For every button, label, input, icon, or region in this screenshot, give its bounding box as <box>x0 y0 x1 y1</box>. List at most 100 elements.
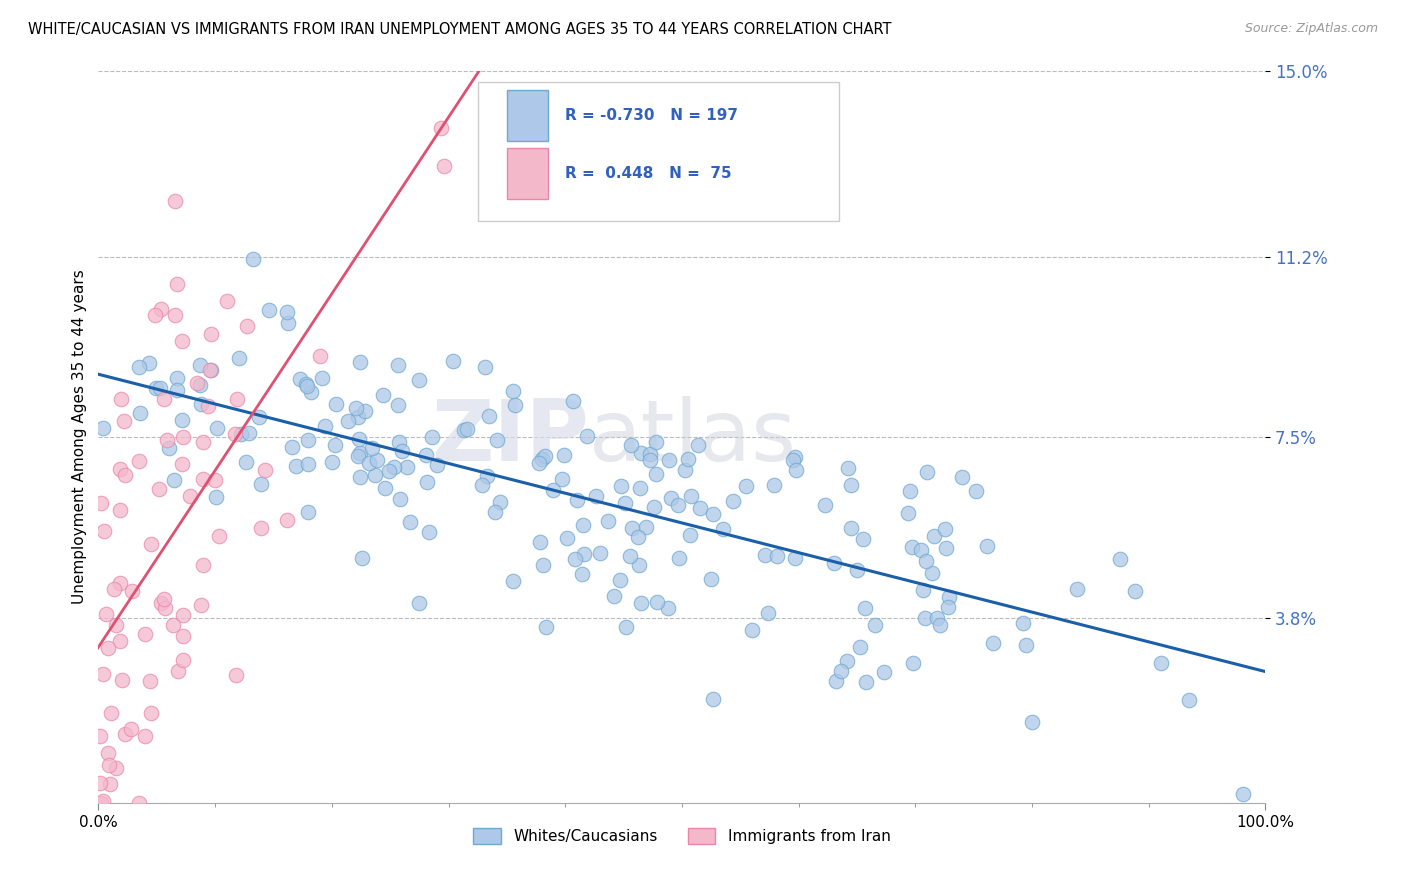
Point <box>657 601 679 615</box>
Point <box>853 600 876 615</box>
Point <box>170 457 193 471</box>
Point <box>484 505 506 519</box>
Point <box>217 294 239 309</box>
Point <box>456 422 478 436</box>
Point <box>936 600 959 615</box>
Point <box>638 453 661 467</box>
Point <box>354 404 377 418</box>
Point <box>200 363 222 377</box>
Point <box>153 600 176 615</box>
Point <box>108 461 131 475</box>
Point <box>128 359 150 374</box>
Point <box>166 371 188 385</box>
Point <box>188 359 211 373</box>
Text: R =  0.448   N =  75: R = 0.448 N = 75 <box>565 166 733 181</box>
Point <box>225 667 247 681</box>
Point <box>153 392 176 407</box>
Point <box>325 397 347 411</box>
Point <box>711 522 734 536</box>
Point <box>638 447 661 461</box>
Point <box>374 481 396 495</box>
Point <box>200 363 222 377</box>
Point <box>609 573 631 587</box>
Point <box>763 477 786 491</box>
Point <box>162 618 184 632</box>
Point <box>188 377 211 392</box>
Point <box>129 406 152 420</box>
Point <box>257 302 280 317</box>
Point <box>643 500 665 514</box>
Point <box>766 549 789 563</box>
Point <box>700 572 723 586</box>
Point <box>110 392 132 407</box>
Point <box>502 384 524 399</box>
Point <box>236 318 259 333</box>
Text: atlas: atlas <box>589 395 797 479</box>
Point <box>645 595 668 609</box>
Point <box>636 520 658 534</box>
Point <box>250 477 273 491</box>
Point <box>120 723 142 737</box>
Point <box>110 634 132 648</box>
Point <box>366 452 388 467</box>
Legend: Whites/Caucasians, Immigrants from Iran: Whites/Caucasians, Immigrants from Iran <box>467 822 897 850</box>
Point <box>474 359 496 374</box>
Point <box>485 434 508 448</box>
Point <box>349 470 371 484</box>
Point <box>108 575 131 590</box>
Point <box>921 566 943 581</box>
Point <box>898 484 921 499</box>
Point <box>204 473 226 487</box>
Point <box>505 398 527 412</box>
Point <box>922 528 945 542</box>
FancyBboxPatch shape <box>478 82 839 221</box>
Point <box>363 468 385 483</box>
Point <box>1021 714 1043 729</box>
Point <box>1066 582 1088 597</box>
Point <box>627 530 650 544</box>
Point <box>387 359 409 373</box>
Point <box>1014 639 1036 653</box>
Point <box>134 729 156 743</box>
Point <box>347 449 370 463</box>
Point <box>571 567 593 582</box>
Point <box>1150 656 1173 670</box>
Point <box>659 491 682 506</box>
Point <box>603 589 626 603</box>
Point <box>849 640 872 654</box>
Point <box>361 441 384 455</box>
Point <box>534 449 557 463</box>
Point <box>108 503 131 517</box>
Point <box>297 433 319 447</box>
Point <box>897 506 920 520</box>
Point <box>915 465 938 479</box>
Point <box>226 392 249 407</box>
Point <box>575 428 598 442</box>
Point <box>609 479 631 493</box>
Point <box>276 305 298 319</box>
Point <box>205 420 228 434</box>
Point <box>349 445 371 459</box>
Point <box>416 475 439 489</box>
Point <box>100 706 122 720</box>
Point <box>143 308 166 322</box>
Point <box>277 316 299 330</box>
Point <box>478 409 501 423</box>
Point <box>783 551 806 566</box>
Point <box>673 463 696 477</box>
Point <box>314 418 336 433</box>
Point <box>139 706 162 721</box>
Point <box>224 427 246 442</box>
Point <box>121 584 143 599</box>
Point <box>839 478 862 492</box>
Point <box>915 554 938 568</box>
Point <box>150 301 173 316</box>
Point <box>628 481 651 495</box>
Point <box>666 499 689 513</box>
Point <box>281 441 304 455</box>
Point <box>529 456 551 470</box>
Point <box>235 455 257 469</box>
Point <box>128 454 150 468</box>
Point <box>1123 583 1146 598</box>
Point <box>250 521 273 535</box>
